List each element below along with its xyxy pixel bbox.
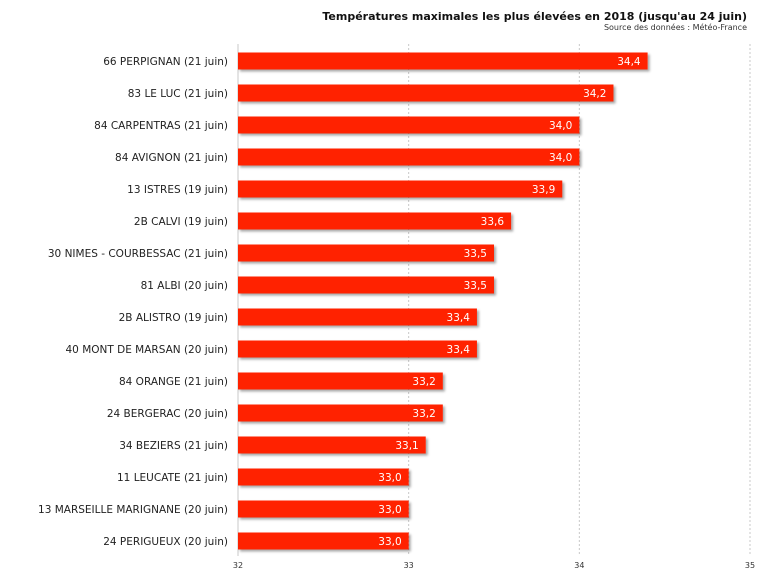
category-label: 66 PERPIGNAN (21 juin) (103, 56, 228, 68)
category-label: 24 PERIGUEUX (20 juin) (103, 536, 228, 548)
bar-value-label: 34,2 (583, 88, 606, 100)
bar (238, 148, 580, 166)
category-label: 24 BERGERAC (20 juin) (107, 408, 228, 420)
bar-value-label: 33,0 (378, 536, 401, 548)
bar (238, 52, 648, 70)
bar (238, 404, 443, 422)
category-label: 40 MONT DE MARSAN (20 juin) (66, 344, 229, 356)
bar (238, 116, 580, 134)
category-label: 30 NIMES - COURBESSAC (21 juin) (48, 248, 228, 260)
bar-value-label: 33,4 (447, 312, 471, 324)
bar-value-label: 33,0 (378, 504, 401, 516)
x-tick-label: 34 (574, 561, 584, 570)
x-tick-label: 33 (404, 561, 414, 570)
x-tick-label: 35 (745, 561, 755, 570)
category-label: 2B ALISTRO (19 juin) (119, 312, 228, 324)
chart-title: Températures maximales les plus élevées … (322, 10, 747, 23)
category-label: 84 AVIGNON (21 juin) (115, 152, 228, 164)
category-label: 2B CALVI (19 juin) (134, 216, 228, 228)
category-label: 13 MARSEILLE MARIGNANE (20 juin) (38, 504, 228, 516)
bars: 34,4 34,2 34,0 34,0 33,9 33,6 33,5 33,5 33,4 33,4… (238, 52, 648, 550)
category-label: 84 ORANGE (21 juin) (119, 376, 228, 388)
category-label: 13 ISTRES (19 juin) (127, 184, 228, 196)
bar (238, 212, 512, 230)
category-label: 34 BEZIERS (21 juin) (119, 440, 228, 452)
category-label: 83 LE LUC (21 juin) (128, 88, 228, 100)
category-labels: 66 PERPIGNAN (21 juin) 83 LE LUC (21 juin… (38, 56, 228, 548)
bar (238, 244, 494, 262)
bar-value-label: 33,2 (412, 376, 435, 388)
bar-value-label: 34,0 (549, 120, 572, 132)
bar (238, 372, 443, 390)
category-label: 81 ALBI (20 juin) (141, 280, 228, 292)
bar (238, 308, 477, 326)
x-axis-ticks: 32 33 34 35 (233, 561, 755, 570)
bar (238, 436, 426, 454)
bar (238, 180, 563, 198)
bar-value-label: 33,6 (481, 216, 505, 228)
bar-value-label: 33,5 (464, 280, 487, 292)
bar (238, 468, 409, 486)
bar-value-label: 33,9 (532, 184, 555, 196)
bar-value-label: 33,1 (395, 440, 418, 452)
bar-value-label: 34,4 (617, 56, 641, 68)
bar (238, 84, 614, 102)
bar (238, 532, 409, 550)
category-label: 84 CARPENTRAS (21 juin) (94, 120, 228, 132)
bar-value-label: 33,4 (447, 344, 471, 356)
bar-value-label: 33,0 (378, 472, 401, 484)
chart-subtitle: Source des données : Météo-France (603, 23, 747, 32)
bar-value-label: 33,5 (464, 248, 487, 260)
bar (238, 276, 494, 294)
bar-value-label: 34,0 (549, 152, 572, 164)
x-tick-label: 32 (233, 561, 243, 570)
bar-value-label: 33,2 (412, 408, 435, 420)
bar (238, 500, 409, 518)
category-label: 11 LEUCATE (21 juin) (117, 472, 228, 484)
bar (238, 340, 477, 358)
